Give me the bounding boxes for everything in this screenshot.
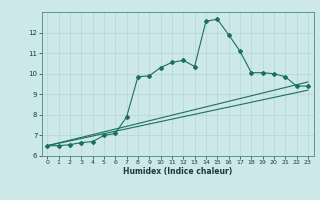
X-axis label: Humidex (Indice chaleur): Humidex (Indice chaleur) xyxy=(123,167,232,176)
